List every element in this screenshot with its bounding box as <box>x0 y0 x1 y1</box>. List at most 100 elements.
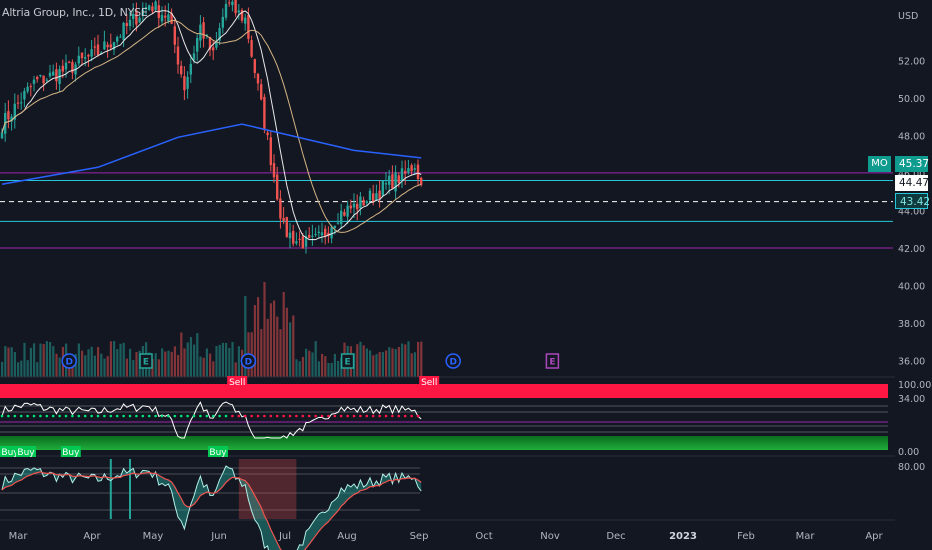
volume-bar <box>234 362 237 377</box>
candle-body <box>333 225 336 228</box>
volume-bar <box>119 343 122 377</box>
candle-body <box>135 10 138 25</box>
candle-body <box>160 15 164 22</box>
candle-body <box>359 196 362 209</box>
candle-body <box>368 190 372 201</box>
candle-body <box>279 198 282 219</box>
candle-body <box>13 103 16 120</box>
event-marker-label: D <box>245 358 252 368</box>
last-price-label: 45.37 <box>895 156 929 172</box>
volume-bar <box>375 354 378 377</box>
candle-body <box>144 7 148 10</box>
oscillator-oversold-band <box>0 436 888 450</box>
candle-body <box>176 46 180 65</box>
candle-body <box>266 132 269 136</box>
oscillator-trend-dot <box>192 414 196 418</box>
volume-bar <box>183 348 186 377</box>
volume-bar <box>324 356 327 377</box>
price-axis-tick: 50.00 <box>898 94 925 105</box>
oscillator-trend-dot <box>352 414 356 418</box>
candle-body <box>26 86 29 92</box>
volume-bar <box>205 348 208 377</box>
oscillator-trend-dot <box>218 414 221 418</box>
volume-bar <box>36 362 39 377</box>
oscillator-line <box>1 401 422 439</box>
buy-signal <box>0 446 20 457</box>
volume-bar <box>314 341 317 377</box>
sell-signal-label: Sell <box>229 378 245 388</box>
candle-body <box>42 75 45 84</box>
candle-body <box>298 238 301 240</box>
volume-bar <box>90 346 93 377</box>
candle-body <box>84 57 87 59</box>
candle-body <box>7 111 10 120</box>
sell-signal-label: Sell <box>421 378 437 388</box>
candle-body <box>218 28 221 41</box>
candle-body <box>420 177 423 185</box>
candle-body <box>250 40 253 57</box>
candle-body <box>388 175 391 185</box>
volume-bar <box>58 357 61 377</box>
candle-body <box>330 227 333 239</box>
volume-bar <box>154 353 157 377</box>
candle-body <box>77 55 80 64</box>
volume-bar <box>49 342 52 377</box>
candle-body <box>317 231 320 234</box>
oscillator-axis-tick: 0.00 <box>898 447 919 458</box>
volume-bar <box>385 350 388 377</box>
volume-bar <box>369 350 372 377</box>
oscillator-trend-dot <box>90 414 93 418</box>
candle-body <box>192 53 196 61</box>
event-marker-dividend <box>61 353 77 369</box>
candle-body <box>132 14 135 19</box>
oscillator-trend-dot <box>243 414 247 418</box>
candle-body <box>282 217 285 221</box>
oscillator-trend-dot <box>282 414 285 418</box>
volume-bar <box>394 349 397 377</box>
volume-bar <box>410 353 413 377</box>
candle-body <box>320 232 324 236</box>
candle-body <box>231 1 234 6</box>
volume-bar <box>333 353 336 377</box>
buy-signal <box>16 446 36 457</box>
price-axis-tick: 52.00 <box>898 56 925 67</box>
candle-body <box>80 52 84 59</box>
volume-bar <box>266 318 269 377</box>
volume-bar <box>285 307 288 377</box>
volume-bar <box>23 342 26 377</box>
volume-bar <box>4 346 7 377</box>
time-axis-tick: Jul <box>278 531 291 542</box>
volume-bar <box>13 352 16 377</box>
oscillator-trend-dot <box>128 414 132 418</box>
dashed-price-label: 44.47 <box>895 175 929 191</box>
volume-bar <box>298 361 301 377</box>
candle-body <box>189 63 192 75</box>
candle-body <box>36 76 39 80</box>
candle-body <box>288 232 292 239</box>
oscillator-trend-dot <box>173 414 177 418</box>
candle-body <box>154 1 157 11</box>
volume-bar <box>189 337 192 377</box>
volume-bar <box>45 341 48 377</box>
oscillator-trend-dot <box>339 414 343 418</box>
candle-body <box>170 13 173 24</box>
volume-bar <box>173 346 176 377</box>
candle-body <box>29 86 32 88</box>
oscillator-trend-dot <box>32 414 36 418</box>
oscillator-trend-dot <box>371 414 375 418</box>
candle-body <box>234 0 237 14</box>
oscillator-trend-dot <box>186 414 189 418</box>
oscillator-trend-dot <box>327 414 330 418</box>
oscillator-trend-dot <box>378 414 381 418</box>
candle-body <box>308 234 311 238</box>
oscillator-trend-dot <box>135 414 138 418</box>
volume-bar <box>55 353 58 377</box>
price-axis-tick: 42.00 <box>898 244 925 255</box>
oscillator-trend-dot <box>275 414 279 418</box>
volume-bar <box>167 350 170 377</box>
volume-bar <box>401 343 404 377</box>
candle-body <box>199 24 202 41</box>
volume-bar <box>209 353 212 377</box>
candle-body <box>109 44 112 48</box>
